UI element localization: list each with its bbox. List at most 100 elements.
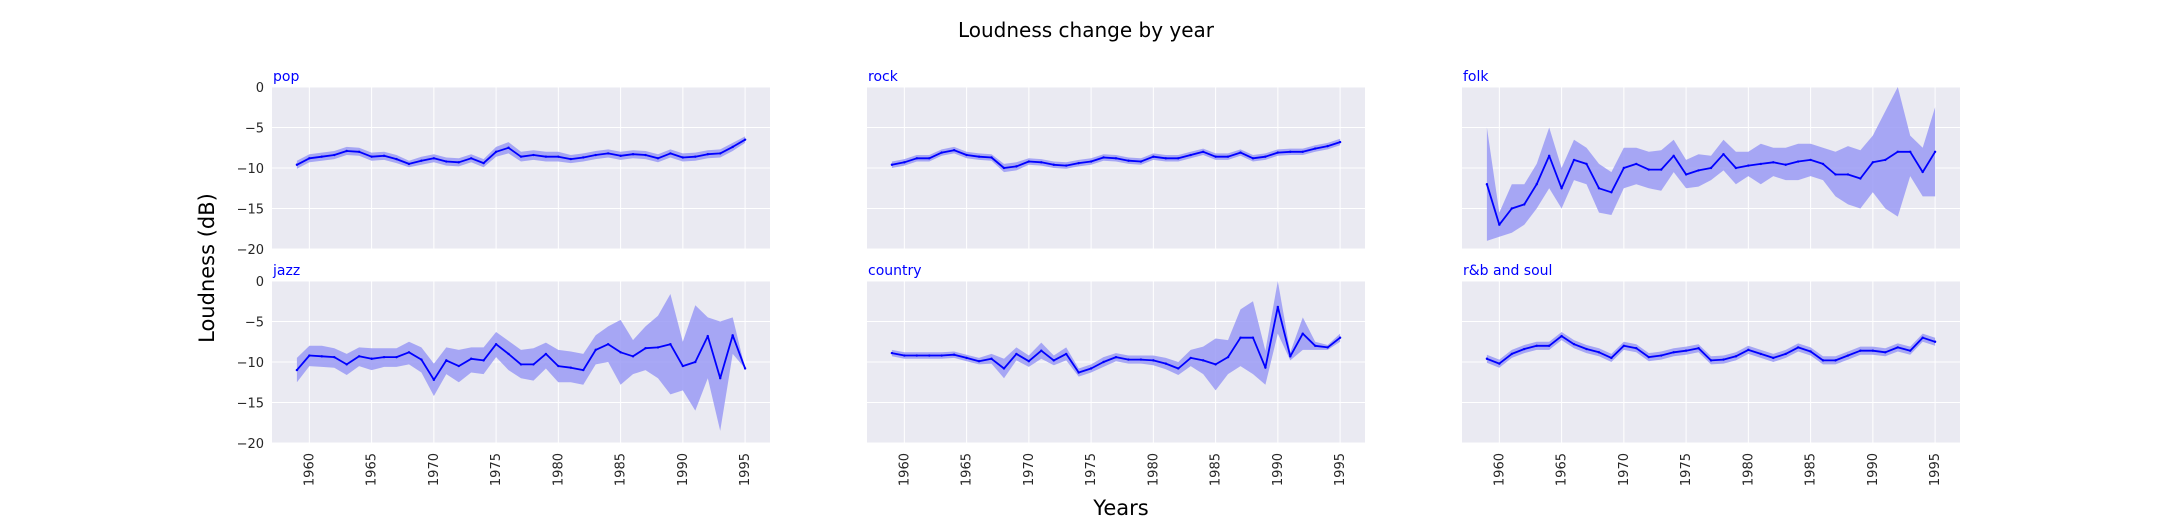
data-point xyxy=(1326,144,1329,148)
data-point xyxy=(445,160,448,163)
data-point xyxy=(1610,356,1613,360)
data-point xyxy=(457,161,460,164)
data-point xyxy=(308,157,311,160)
data-point xyxy=(1027,160,1031,163)
data-point xyxy=(1139,160,1143,163)
data-point xyxy=(1139,358,1143,361)
data-point xyxy=(965,153,968,157)
confidence-band xyxy=(296,136,746,169)
panel-pop: pop 0 −5 −10 −15 −20 xyxy=(237,69,770,258)
data-point xyxy=(494,342,498,346)
data-point xyxy=(952,353,956,356)
data-point xyxy=(1485,357,1489,360)
data-point xyxy=(1834,359,1837,362)
x-tick-label: 1960 xyxy=(897,453,912,486)
data-point xyxy=(1276,151,1280,154)
data-point xyxy=(1772,356,1775,360)
data-point xyxy=(1189,153,1192,157)
panel-rock: rock xyxy=(867,69,1365,250)
data-point xyxy=(1251,336,1255,339)
data-point xyxy=(1597,351,1601,354)
x-tick-label: 1980 xyxy=(551,453,566,486)
data-point xyxy=(890,351,894,355)
data-point xyxy=(1065,164,1068,167)
data-point xyxy=(1759,352,1763,356)
data-point xyxy=(1127,159,1130,162)
data-point xyxy=(320,355,323,358)
x-tick-label: 1985 xyxy=(1804,453,1819,486)
data-point xyxy=(557,364,560,368)
data-point xyxy=(370,357,373,360)
data-point xyxy=(1015,352,1018,356)
data-point xyxy=(1697,169,1700,172)
data-point xyxy=(333,153,336,157)
data-point xyxy=(295,163,299,166)
data-point xyxy=(1734,355,1738,358)
data-point xyxy=(594,153,597,157)
data-point xyxy=(420,358,423,361)
data-point xyxy=(1547,344,1551,347)
data-point xyxy=(990,156,993,159)
data-point xyxy=(1214,155,1217,158)
subplot-title: rock xyxy=(868,69,899,85)
data-point xyxy=(295,368,299,372)
data-point xyxy=(1834,173,1837,176)
data-point xyxy=(569,157,572,161)
y-tick-label: −10 xyxy=(237,162,264,177)
subplot-title: folk xyxy=(1463,69,1489,85)
data-point xyxy=(333,355,336,359)
data-point xyxy=(582,156,585,159)
data-point xyxy=(1276,305,1280,309)
data-point xyxy=(1884,158,1887,162)
data-point xyxy=(1226,355,1230,359)
data-point xyxy=(952,148,956,152)
data-point xyxy=(1821,359,1825,362)
x-tick-label: 1970 xyxy=(1617,453,1632,486)
data-point xyxy=(1152,359,1155,362)
data-point xyxy=(1052,359,1055,362)
data-point xyxy=(1089,160,1093,163)
data-point xyxy=(1921,336,1924,339)
data-point xyxy=(1102,360,1105,364)
data-point xyxy=(928,354,931,357)
data-point xyxy=(743,367,747,370)
data-point xyxy=(1547,154,1551,158)
data-point xyxy=(1264,366,1267,369)
data-point xyxy=(1089,367,1093,370)
data-point xyxy=(1201,150,1205,153)
data-point xyxy=(482,161,485,165)
data-point xyxy=(1251,157,1255,160)
data-point xyxy=(1560,187,1563,190)
data-point xyxy=(1572,342,1576,346)
data-point xyxy=(681,156,685,159)
data-point xyxy=(706,153,709,156)
data-point xyxy=(669,342,672,346)
data-point xyxy=(1027,359,1031,363)
data-point xyxy=(507,146,510,149)
data-point xyxy=(1597,187,1601,190)
x-tick-label: 1960 xyxy=(1492,453,1507,486)
data-point xyxy=(619,351,622,354)
confidence-band xyxy=(1486,87,1936,241)
data-point xyxy=(1933,150,1937,153)
data-point xyxy=(1485,183,1489,186)
data-point xyxy=(357,150,361,153)
data-point xyxy=(1498,362,1501,365)
data-point xyxy=(1065,352,1068,356)
data-point xyxy=(1214,363,1217,366)
x-tick-label: 1970 xyxy=(427,453,442,486)
data-point xyxy=(1684,349,1688,352)
data-point xyxy=(1002,166,1006,170)
data-point xyxy=(694,155,697,158)
x-tick-label: 1995 xyxy=(738,453,753,486)
data-point xyxy=(719,152,722,155)
data-point xyxy=(1498,223,1501,226)
data-point xyxy=(1871,349,1875,352)
data-point xyxy=(382,154,386,158)
data-point xyxy=(1002,367,1006,370)
x-tick-label: 1975 xyxy=(1084,453,1099,486)
data-point xyxy=(990,357,993,360)
data-point xyxy=(1896,346,1899,349)
data-point xyxy=(1909,349,1912,352)
data-point xyxy=(1796,346,1800,349)
